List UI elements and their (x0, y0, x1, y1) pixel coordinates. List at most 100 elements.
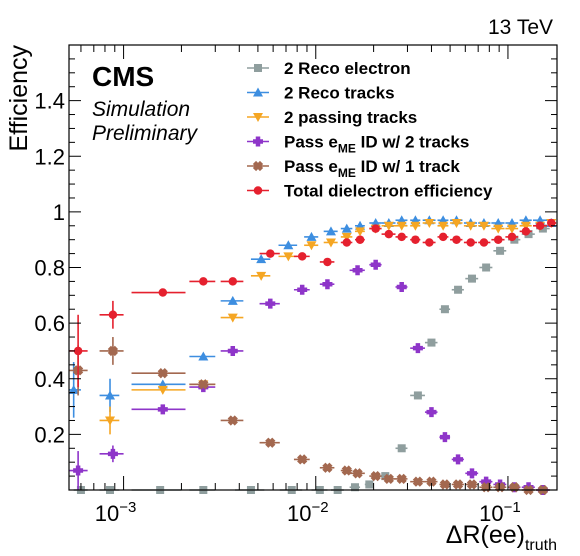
data-point (68, 384, 79, 394)
data-point (493, 224, 504, 234)
data-point (352, 468, 363, 479)
data-point (396, 281, 407, 292)
data-point (426, 407, 437, 418)
data-point (520, 221, 531, 231)
series-0 (73, 224, 550, 494)
data-point (546, 218, 556, 228)
data-point (342, 238, 352, 247)
data-point (325, 226, 336, 236)
legend-label: 2 passing tracks (284, 108, 417, 127)
energy-label: 13 TeV (488, 16, 553, 39)
x-axis-title-main: ΔR(ee) (446, 521, 525, 549)
data-point-shape (439, 479, 451, 490)
y-tick-label: 0.6 (34, 311, 65, 336)
data-point (438, 221, 449, 231)
data-point (265, 437, 276, 448)
data-point (323, 257, 332, 267)
data-point-shape (322, 462, 333, 473)
data-point (108, 310, 118, 320)
plot-marks (68, 215, 557, 496)
data-point (465, 221, 476, 231)
data-point (350, 483, 359, 492)
data-point (466, 479, 478, 490)
data-point (453, 454, 464, 465)
series-5 (69, 218, 557, 388)
legend-label: Pass eME ID w/ 2 tracks (284, 133, 469, 156)
data-point (158, 288, 168, 297)
data-point-shape (341, 465, 352, 476)
legend-label-part: 2 passing tracks (284, 108, 417, 127)
data-point (424, 219, 435, 228)
data-point (452, 235, 461, 244)
data-point (227, 415, 238, 426)
legend-marker (254, 64, 262, 72)
data-point-shape (352, 468, 363, 479)
data-point (507, 232, 517, 242)
data-point (482, 263, 491, 272)
x-axis-title-subscript: truth (525, 537, 557, 554)
status-line-1: Simulation (92, 98, 190, 121)
legend-label-subscript: ME (338, 142, 356, 156)
data-point-shape (412, 476, 424, 487)
data-point (266, 249, 275, 258)
axes: 0.20.40.60.811.21.410−3 10−2 10−1ΔR(ee)tru… (5, 45, 557, 554)
legend-label: Pass eME ID w/ 1 track (284, 157, 460, 180)
series-3 (69, 259, 550, 495)
data-point-shape (107, 345, 119, 357)
data-point (481, 476, 492, 487)
legend-label-part: ID w/ 2 tracks (356, 133, 469, 152)
data-point (73, 465, 84, 476)
legend-label-part: ID w/ 1 track (356, 157, 460, 176)
data-point (496, 246, 505, 255)
data-point (439, 432, 450, 443)
data-point (493, 235, 503, 244)
data-point (325, 238, 336, 248)
legend-marker (253, 136, 263, 147)
legend: 2 Reco electron 2 Reco tracks 2 passing tr… (247, 59, 493, 201)
x-axis-title: ΔR(ee)truth (446, 521, 557, 554)
data-point (73, 346, 83, 356)
data-point-shape (370, 470, 381, 482)
data-point (507, 224, 518, 234)
legend-marker (252, 160, 264, 172)
legend-label-part: 2 Reco electron (284, 59, 411, 78)
data-point (355, 227, 366, 237)
data-point-shape (426, 476, 437, 487)
data-point (306, 231, 317, 241)
data-point (370, 259, 381, 270)
legend-label-part: Pass e (284, 157, 338, 176)
legend-label: 2 Reco tracks (284, 84, 395, 103)
data-point (427, 338, 436, 347)
data-point (157, 385, 168, 395)
data-point (396, 473, 407, 485)
data-point (397, 444, 406, 453)
data-point (397, 232, 406, 242)
data-point (105, 390, 116, 400)
data-point (466, 468, 477, 479)
data-point (440, 305, 449, 314)
legend-marker (253, 186, 263, 195)
data-point (438, 232, 448, 242)
legend-label-part: Total dielectron efficiency (284, 182, 493, 201)
data-point (479, 238, 489, 247)
data-point (341, 223, 352, 233)
data-point (306, 241, 317, 251)
data-point (439, 479, 451, 490)
data-point (454, 285, 463, 294)
data-point-shape (157, 368, 168, 379)
data-point (426, 476, 437, 487)
legend-label: 2 Reco electron (284, 59, 411, 78)
experiment-label: CMS (92, 61, 154, 92)
x-tick-label: 10−3 (95, 499, 137, 526)
data-point (265, 298, 276, 309)
data-point (371, 224, 380, 233)
data-point (521, 227, 531, 236)
x-tick-exponent: −1 (504, 499, 521, 516)
data-point (355, 235, 365, 244)
data-point-shape (198, 379, 209, 390)
y-tick-label: 1.2 (34, 144, 65, 169)
y-tick-label: 1 (53, 200, 65, 225)
data-point (383, 473, 394, 485)
data-point (227, 345, 238, 356)
